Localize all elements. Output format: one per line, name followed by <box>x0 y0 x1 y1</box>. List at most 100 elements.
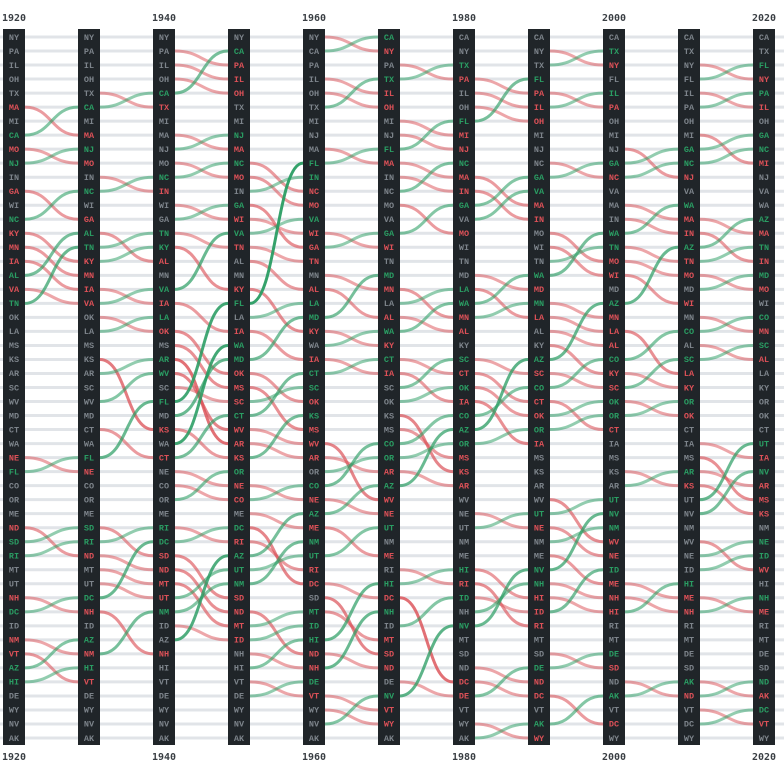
year-label: 1940 <box>152 13 176 24</box>
state-label: WA <box>459 299 470 309</box>
state-label: MT <box>534 636 544 646</box>
state-label: AK <box>84 734 95 744</box>
state-label: KS <box>309 411 319 421</box>
state-label: GA <box>309 243 320 253</box>
state-label: AZ <box>159 636 169 646</box>
state-label: KY <box>534 341 545 351</box>
state-label: IA <box>534 439 545 449</box>
state-label: CT <box>234 411 244 421</box>
column-bar <box>78 29 100 745</box>
state-label: ME <box>9 509 19 519</box>
rank-link <box>174 470 229 488</box>
state-label: OH <box>234 89 244 99</box>
state-label: TN <box>84 243 94 253</box>
state-label: OH <box>759 117 769 127</box>
state-label: DC <box>609 720 619 730</box>
rank-link <box>549 526 604 544</box>
state-label: IL <box>234 75 244 85</box>
state-label: LA <box>234 313 245 323</box>
state-label: AZ <box>534 355 544 365</box>
state-label: IA <box>384 369 395 379</box>
state-label: NV <box>384 692 395 702</box>
state-label: IA <box>84 285 95 295</box>
column-bar <box>3 29 25 745</box>
rank-link <box>624 357 679 389</box>
state-label: NY <box>459 47 470 57</box>
state-label: MA <box>609 201 620 211</box>
rank-link <box>474 357 529 375</box>
rank-link <box>549 301 604 319</box>
state-label: VT <box>459 706 469 716</box>
rank-link <box>624 329 679 375</box>
state-label: FL <box>534 75 544 85</box>
state-label: MI <box>309 117 319 127</box>
state-label: TN <box>684 257 694 267</box>
state-label: RI <box>609 622 619 632</box>
state-label: LA <box>309 299 320 309</box>
state-label: NV <box>234 720 245 730</box>
state-label: MD <box>159 411 169 421</box>
year-label: 1980 <box>452 752 476 763</box>
state-label: ME <box>534 551 544 561</box>
state-label: SD <box>534 650 544 660</box>
state-label: MS <box>759 495 769 505</box>
rank-link <box>699 680 754 698</box>
rank-link <box>399 428 454 460</box>
state-label: NY <box>534 47 545 57</box>
rank-link <box>624 273 679 305</box>
rank-link <box>24 231 79 277</box>
rank-links <box>24 35 754 740</box>
rank-link <box>324 77 379 95</box>
rank-link <box>324 273 379 291</box>
state-label: SD <box>309 594 319 604</box>
rank-link <box>99 357 154 432</box>
rank-link <box>324 35 379 53</box>
state-label: NH <box>84 608 94 618</box>
state-label: NV <box>84 720 95 730</box>
state-label: MS <box>309 425 319 435</box>
rank-link <box>174 357 229 418</box>
state-label: VA <box>534 187 545 197</box>
state-label: WV <box>309 439 320 449</box>
state-label: AK <box>309 734 320 744</box>
state-label: KY <box>9 229 20 239</box>
rank-link <box>399 624 454 698</box>
state-label: AL <box>384 313 394 323</box>
rank-link <box>174 49 229 67</box>
rank-link <box>399 386 454 404</box>
rank-link <box>249 371 304 418</box>
rank-link <box>249 680 304 698</box>
state-label: LA <box>759 369 770 379</box>
state-label: DE <box>459 692 469 702</box>
state-label: UT <box>684 495 694 505</box>
state-label: NE <box>609 551 619 561</box>
state-label: TX <box>534 61 545 71</box>
rank-link <box>249 259 304 291</box>
rank-link <box>474 273 529 291</box>
state-label: ID <box>234 636 244 646</box>
state-label: NY <box>159 33 170 43</box>
rank-link <box>549 343 604 375</box>
rank-link <box>324 498 379 516</box>
state-label: CO <box>9 481 19 491</box>
state-label: OR <box>684 397 695 407</box>
state-label: CT <box>609 425 619 435</box>
state-label: VT <box>684 706 694 716</box>
state-label: WA <box>309 341 320 351</box>
rank-link <box>699 217 754 249</box>
state-label: AZ <box>609 299 619 309</box>
state-label: SC <box>609 383 619 393</box>
state-label: NE <box>534 523 544 533</box>
rank-link <box>474 105 529 123</box>
rank-link <box>99 245 154 263</box>
state-label: MD <box>759 271 769 281</box>
state-label: TX <box>759 47 770 57</box>
state-label: SC <box>384 383 394 393</box>
state-label: IL <box>309 75 319 85</box>
state-label: IN <box>609 215 619 225</box>
state-label: ME <box>384 551 394 561</box>
state-label: ND <box>234 608 244 618</box>
state-label: MS <box>609 453 619 463</box>
state-label: FL <box>459 117 469 127</box>
rank-link <box>549 568 604 614</box>
